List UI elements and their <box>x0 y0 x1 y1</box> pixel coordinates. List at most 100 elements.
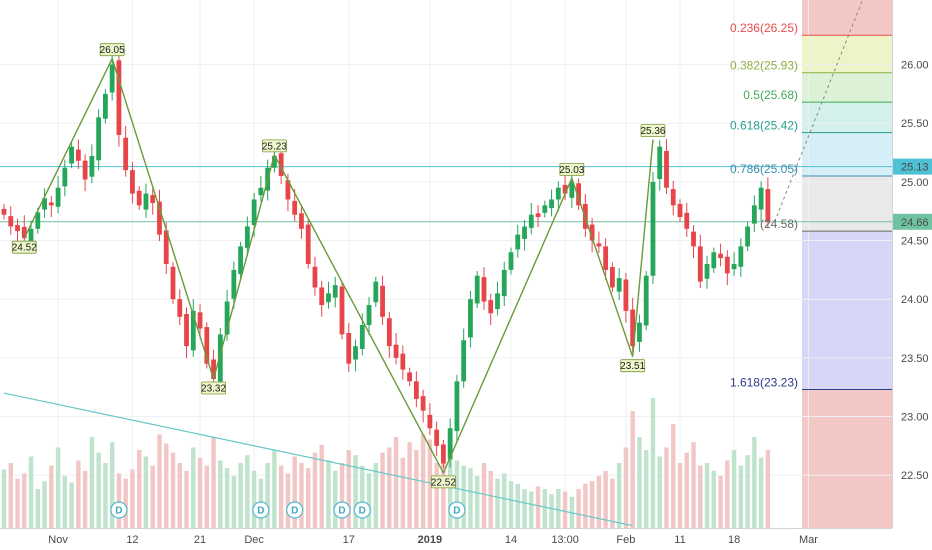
candle[interactable] <box>197 304 203 339</box>
zigzag-pivot-6[interactable]: 23.51 <box>620 359 646 373</box>
dividend-marker-1[interactable]: D <box>252 501 270 519</box>
candle[interactable] <box>697 234 703 289</box>
candle[interactable] <box>481 267 487 310</box>
candle[interactable] <box>495 281 500 316</box>
candle[interactable] <box>528 202 534 235</box>
candle[interactable] <box>447 418 453 468</box>
dividend-marker-5[interactable]: D <box>448 501 466 519</box>
candle[interactable] <box>109 54 115 101</box>
candle[interactable] <box>603 238 609 280</box>
candle[interactable] <box>637 314 642 352</box>
candle[interactable] <box>731 252 737 276</box>
candle[interactable] <box>718 243 723 267</box>
candle[interactable] <box>488 293 494 326</box>
candle[interactable] <box>407 367 412 387</box>
zigzag-pivot-4[interactable]: 22.52 <box>431 475 456 489</box>
candle[interactable] <box>468 290 473 348</box>
candle[interactable] <box>677 199 683 222</box>
candle[interactable] <box>353 339 358 372</box>
candle[interactable] <box>582 193 588 238</box>
candle[interactable] <box>150 188 156 215</box>
candle[interactable] <box>515 224 521 258</box>
zigzag-pivot-2[interactable]: 23.32 <box>201 381 227 395</box>
candle[interactable] <box>670 180 676 216</box>
candle[interactable] <box>758 181 764 222</box>
candle[interactable] <box>89 144 95 184</box>
candle[interactable] <box>724 250 730 286</box>
candle[interactable] <box>299 205 304 239</box>
candle[interactable] <box>75 139 81 169</box>
candle[interactable] <box>130 161 135 204</box>
candle[interactable] <box>184 307 189 358</box>
candle[interactable] <box>765 177 771 229</box>
candle[interactable] <box>48 196 54 218</box>
candle[interactable] <box>346 323 352 372</box>
candle[interactable] <box>508 247 514 275</box>
candle[interactable] <box>427 403 433 435</box>
candle[interactable] <box>258 176 264 202</box>
dividend-marker-0[interactable]: D <box>110 501 128 519</box>
candle[interactable] <box>380 275 385 326</box>
candle[interactable] <box>738 238 744 277</box>
projection-trendline[interactable] <box>774 0 863 222</box>
zigzag-pivot-1[interactable]: 26.05 <box>100 43 125 57</box>
zigzag-pivot-3[interactable]: 25.23 <box>262 139 287 153</box>
candle[interactable] <box>664 139 669 195</box>
candle[interactable] <box>15 218 20 243</box>
candle[interactable] <box>339 281 345 340</box>
candle[interactable] <box>711 247 717 273</box>
candle[interactable] <box>704 255 710 289</box>
candle[interactable] <box>474 271 480 309</box>
candle[interactable] <box>177 289 183 326</box>
dividend-marker-3[interactable]: D <box>333 501 351 519</box>
candle[interactable] <box>373 276 379 307</box>
candle[interactable] <box>1 204 7 220</box>
candle[interactable] <box>305 219 311 269</box>
candle[interactable] <box>366 296 372 335</box>
candle[interactable] <box>745 221 750 252</box>
candle[interactable] <box>386 311 392 358</box>
support-trendline[interactable] <box>3 392 633 527</box>
candle[interactable] <box>400 345 406 380</box>
candle[interactable] <box>751 195 757 232</box>
zigzag-pivot-7[interactable]: 25.36 <box>640 124 666 138</box>
candle[interactable] <box>332 276 338 308</box>
candle[interactable] <box>630 297 636 353</box>
candle[interactable] <box>96 109 102 171</box>
candle[interactable] <box>610 262 615 293</box>
price-axis[interactable]: 26.00 25.50 25.00 24.50 24.00 23.50 23.00 22.50… <box>892 0 932 550</box>
candle[interactable] <box>69 141 74 169</box>
candle[interactable] <box>549 189 554 217</box>
candle[interactable] <box>542 200 548 218</box>
candle[interactable] <box>62 159 68 197</box>
candle[interactable] <box>42 188 47 218</box>
candle[interactable] <box>312 256 318 296</box>
zigzag-indicator[interactable]: 24.52 26.05 23.32 25.23 22.52 25.03 23.51 25.36 <box>12 43 666 489</box>
candle[interactable] <box>224 289 230 341</box>
zigzag-pivot-5[interactable]: 25.03 <box>559 162 585 176</box>
candle[interactable] <box>123 126 129 177</box>
candle[interactable] <box>576 178 581 211</box>
candle[interactable] <box>82 154 88 192</box>
candle[interactable] <box>596 231 602 253</box>
candle[interactable] <box>420 389 426 423</box>
candle[interactable] <box>657 140 663 191</box>
candle[interactable] <box>170 262 176 304</box>
candle[interactable] <box>643 271 649 331</box>
candle[interactable] <box>461 328 467 388</box>
candle[interactable] <box>555 181 561 212</box>
candle[interactable] <box>441 439 446 469</box>
candle[interactable] <box>190 299 196 357</box>
candle[interactable] <box>691 225 696 259</box>
zigzag-line[interactable] <box>23 56 654 475</box>
candle[interactable] <box>522 220 527 251</box>
dividend-marker-4[interactable]: D <box>353 501 371 519</box>
candle[interactable] <box>650 171 656 284</box>
dividend-marker-2[interactable]: D <box>286 501 304 519</box>
candle[interactable] <box>8 206 14 235</box>
candle[interactable] <box>231 261 237 309</box>
candle[interactable] <box>204 322 210 369</box>
